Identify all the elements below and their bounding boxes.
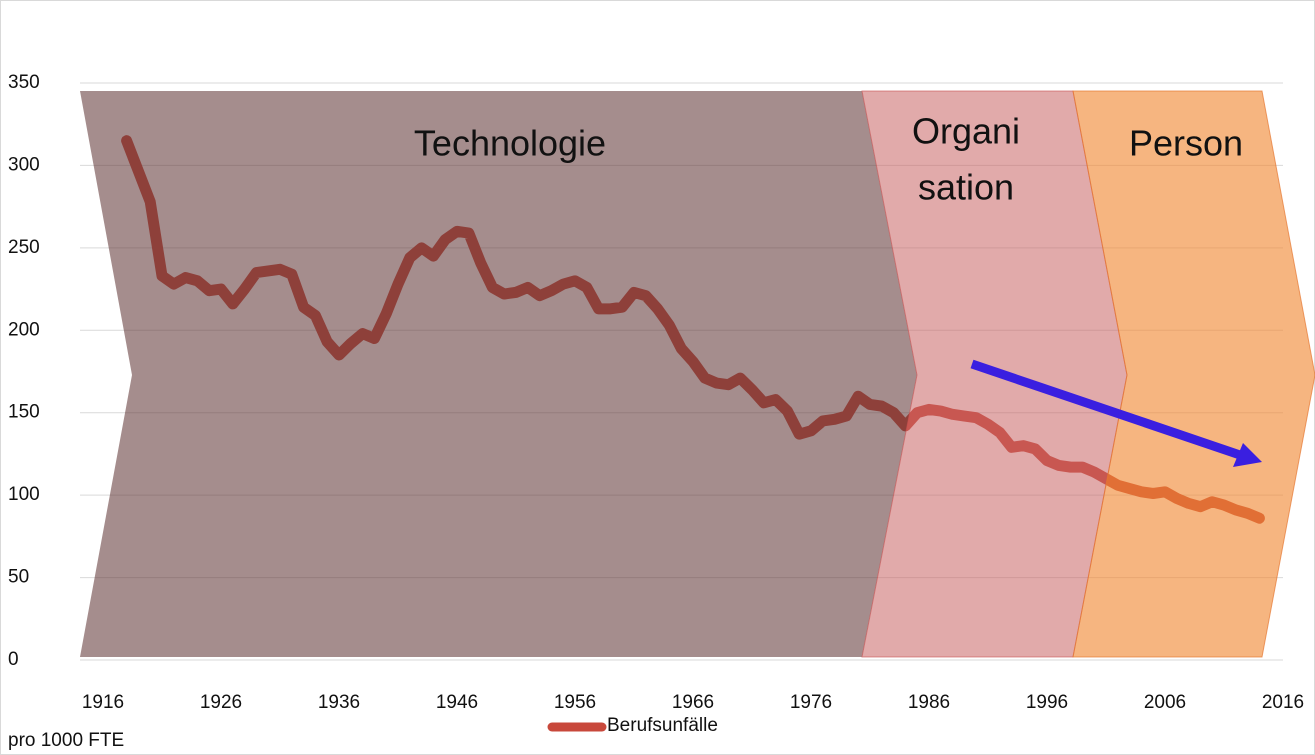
trend-arrow: [970, 359, 1242, 460]
y-tick-label: 0: [8, 649, 19, 670]
y-tick-label: 50: [8, 567, 29, 588]
x-tick-label: 1966: [672, 692, 714, 713]
x-tick-label: 1976: [790, 692, 832, 713]
x-tick-label: 1946: [436, 692, 478, 713]
annotation: sation: [918, 167, 1014, 208]
x-tick-label: 1916: [82, 692, 124, 713]
x-tick-label: 2016: [1262, 692, 1304, 713]
annotation: Person: [1129, 123, 1243, 164]
x-tick-label: 1926: [200, 692, 242, 713]
trend-arrow-head: [1233, 443, 1262, 467]
annotation: Technologie: [414, 123, 606, 164]
legend-label: Berufsunfälle: [607, 715, 718, 736]
labels: Technologie Organi sation Person pro 100…: [8, 72, 1304, 751]
y-axis-label: pro 1000 FTE: [8, 730, 124, 751]
y-tick-label: 300: [8, 154, 40, 175]
annotation: Organi: [912, 111, 1020, 152]
y-tick-label: 250: [8, 237, 40, 258]
x-tick-label: 1986: [908, 692, 950, 713]
x-tick-label: 1996: [1026, 692, 1068, 713]
x-tick-label: 1936: [318, 692, 360, 713]
y-tick-label: 200: [8, 319, 40, 340]
y-tick-label: 100: [8, 484, 40, 505]
y-tick-label: 350: [8, 72, 40, 93]
x-tick-label: 1956: [554, 692, 596, 713]
x-tick-label: 2006: [1144, 692, 1186, 713]
y-tick-label: 150: [8, 402, 40, 423]
chevron-technologie: [80, 91, 917, 657]
chevron-person: [1072, 90, 1315, 658]
